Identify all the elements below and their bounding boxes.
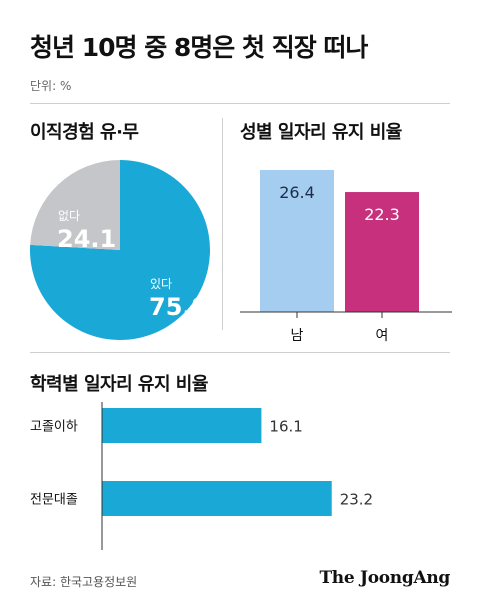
edu-bar-0 xyxy=(102,408,262,443)
gender-bar-0 xyxy=(260,170,334,312)
gender-value-1: 22.3 xyxy=(364,205,400,224)
pie-label-1: 없다 xyxy=(58,209,80,223)
edu-value-0: 16.1 xyxy=(269,418,302,436)
edu-value-1: 23.2 xyxy=(340,491,373,509)
pie-label-0: 있다 xyxy=(150,277,172,291)
pie-value-0: 75.9 xyxy=(149,293,208,321)
education-chart-title: 학력별 일자리 유지 비율 xyxy=(30,374,208,395)
gender-category-0: 남 xyxy=(291,328,304,344)
gender-value-0: 26.4 xyxy=(279,183,315,202)
source-note: 자료: 한국고용정보원 xyxy=(30,575,138,589)
brand-logo: The JoongAng xyxy=(319,568,450,588)
pie-chart-title: 이직경험 유·무 xyxy=(30,122,139,143)
gender-chart-title: 성별 일자리 유지 비율 xyxy=(240,122,402,143)
edu-category-0: 고졸이하 xyxy=(30,420,78,435)
vertical-divider xyxy=(222,118,223,330)
gender-category-1: 여 xyxy=(376,328,389,344)
edu-bar-1 xyxy=(102,481,332,516)
pie-chart: 있다 75.9 없다 24.1 xyxy=(30,160,211,340)
gender-bar-chart: 26.4 남 22.3 여 xyxy=(240,170,452,344)
page-title: 청년 10명 중 8명은 첫 직장 떠나 xyxy=(30,33,368,62)
gender-bar-1 xyxy=(345,192,419,312)
pie-slice-1 xyxy=(30,160,120,250)
edu-category-1: 전문대졸 xyxy=(30,493,78,508)
unit-label: 단위: % xyxy=(30,79,72,93)
middle-divider xyxy=(30,352,450,353)
pie-value-1: 24.1 xyxy=(57,225,116,253)
top-divider xyxy=(30,103,450,104)
